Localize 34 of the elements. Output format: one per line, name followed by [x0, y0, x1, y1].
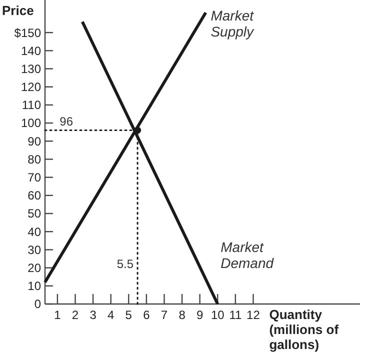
- y-tick-label: 50: [28, 206, 42, 221]
- y-tick-label: 100: [20, 116, 42, 130]
- annotation: 96: [60, 114, 74, 128]
- y-tick-label: $150: [14, 26, 42, 40]
- x-tick-label: 7: [160, 308, 168, 322]
- y-tick-label: 60: [28, 188, 42, 203]
- series-label: Market Demand: [220, 239, 275, 271]
- y-tick-label: 80: [28, 152, 42, 166]
- y-tick-label: 40: [28, 224, 42, 239]
- x-tick-label: 4: [108, 308, 115, 322]
- x-tick-label: 6: [143, 308, 150, 322]
- y-axis-title: Price: [2, 3, 34, 18]
- x-tick-label: 11: [229, 308, 242, 322]
- annotation: 5.5: [116, 256, 134, 271]
- y-tick-label: 110: [22, 98, 42, 112]
- y-tick-label: 10: [28, 279, 42, 294]
- y-tick-label: 20: [28, 261, 42, 276]
- x-tick-label: 8: [178, 308, 186, 322]
- x-tick-label: 3: [90, 308, 97, 322]
- y-tick-label: 140: [20, 44, 42, 58]
- y-tick-label: 120: [20, 80, 42, 94]
- x-tick-label: 10: [210, 308, 225, 322]
- x-tick-label: 5: [125, 308, 132, 322]
- x-tick-label: 2: [72, 308, 79, 322]
- x-axis-title: Quantity (millions of gallons): [269, 307, 340, 352]
- x-tick-label: 12: [246, 308, 260, 322]
- series-label: Market Supply: [210, 8, 255, 40]
- y-tick-label: 0: [34, 297, 42, 312]
- x-tick-label: 1: [54, 308, 62, 322]
- y-tick-label: 130: [20, 62, 42, 76]
- y-tick-label: 30: [28, 242, 42, 257]
- y-tick-label: 70: [28, 170, 42, 185]
- x-tick-label: 9: [196, 308, 204, 322]
- y-tick-label: 90: [28, 134, 42, 148]
